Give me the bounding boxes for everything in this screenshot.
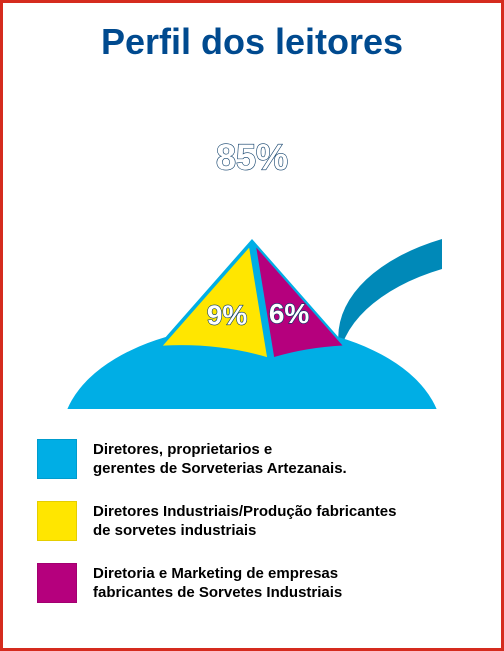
pie-slice-label: 9% [207,300,248,331]
legend-swatch [37,439,77,479]
pie-chart-svg: 9% 6% 85% [22,69,482,409]
legend-item: Diretores Industriais/Produção fabricant… [37,501,477,541]
legend-label: Diretoria e Marketing de empresasfabrica… [93,563,342,603]
legend-swatch [37,501,77,541]
pie-slice-label: 85% [216,137,288,178]
legend-label: Diretores Industriais/Produção fabricant… [93,501,396,541]
legend-item: Diretoria e Marketing de empresasfabrica… [37,563,477,603]
pie-slice-label: 6% [269,298,310,329]
legend-swatch [37,563,77,603]
legend: Diretores, proprietarios egerentes de So… [37,439,477,625]
legend-label: Diretores, proprietarios egerentes de So… [93,439,347,479]
legend-item: Diretores, proprietarios egerentes de So… [37,439,477,479]
chart-title: Perfil dos leitores [3,3,501,69]
pie-chart-area: 9% 6% 85% [3,69,501,409]
chart-container: Perfil dos leitores 9% 6% 85% Diretores, p… [0,0,504,651]
